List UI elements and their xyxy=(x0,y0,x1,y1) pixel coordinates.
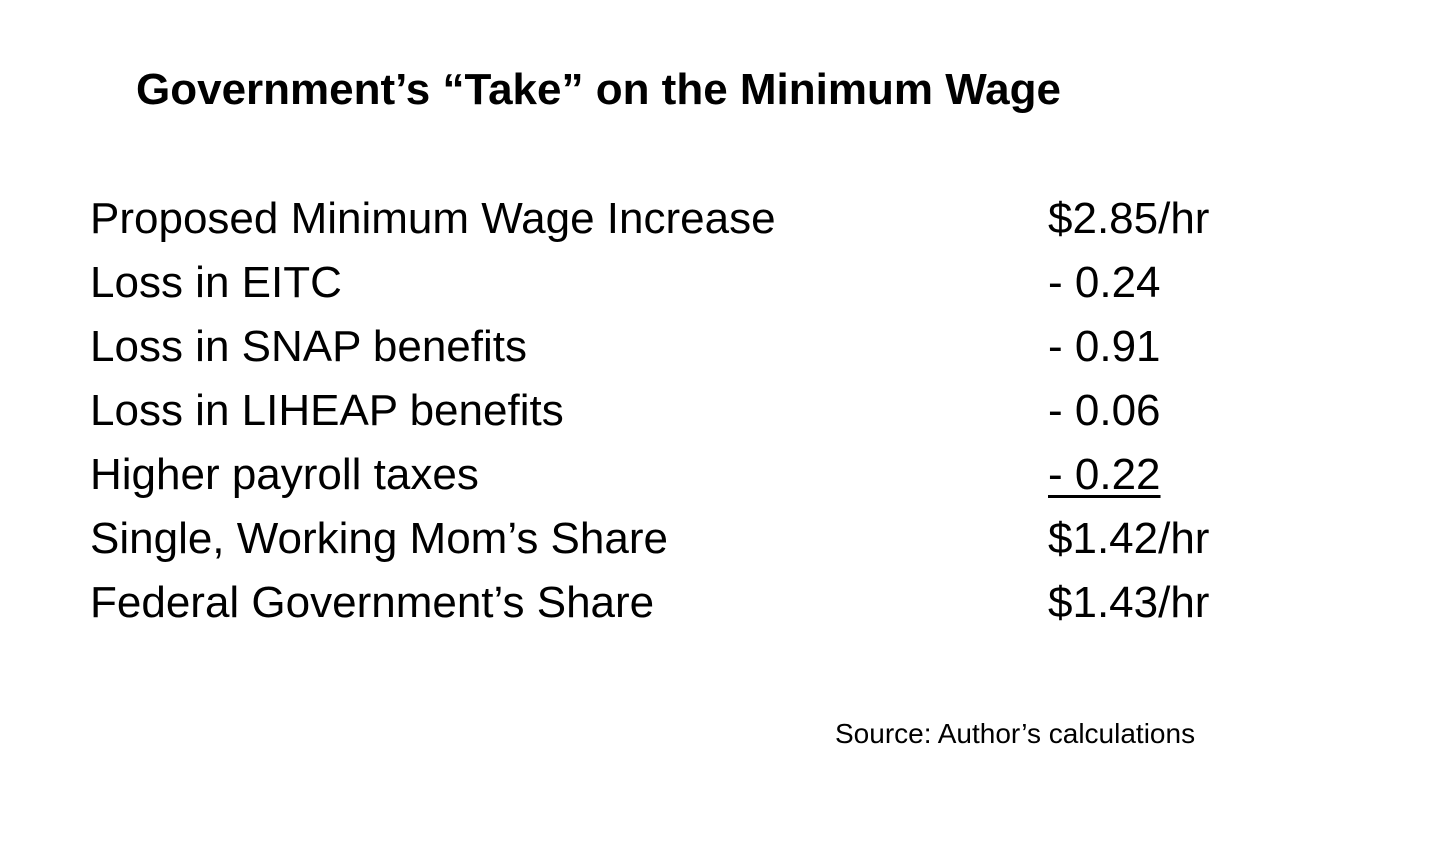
row-value: - 0.06 xyxy=(1048,386,1161,435)
row-label: Higher payroll taxes xyxy=(90,450,479,499)
row-label: Proposed Minimum Wage Increase xyxy=(90,194,776,243)
wage-breakdown-table: Proposed Minimum Wage Increase $2.85/hr … xyxy=(90,190,1290,638)
row-value: - 0.24 xyxy=(1048,258,1161,307)
row-value: $2.85/hr xyxy=(1048,194,1210,243)
row-label: Loss in SNAP benefits xyxy=(90,322,527,371)
row-value: $1.42/hr xyxy=(1048,514,1210,563)
row-label: Loss in EITC xyxy=(90,258,342,307)
row-value: $1.43/hr xyxy=(1048,578,1210,627)
table-row: Single, Working Mom’s Share $1.42/hr xyxy=(90,510,1290,574)
source-note: Source: Author’s calculations xyxy=(835,718,1196,749)
table-row: Federal Government’s Share $1.43/hr xyxy=(90,574,1290,638)
table-row: Higher payroll taxes - 0.22 xyxy=(90,446,1290,510)
row-label: Single, Working Mom’s Share xyxy=(90,514,668,563)
row-label: Federal Government’s Share xyxy=(90,578,655,627)
row-label: Loss in LIHEAP benefits xyxy=(90,386,564,435)
table-row: Loss in LIHEAP benefits - 0.06 xyxy=(90,382,1290,446)
row-value-subtotal: - 0.22 xyxy=(1048,450,1161,499)
table-row: Proposed Minimum Wage Increase $2.85/hr xyxy=(90,190,1290,254)
page-title: Government’s “Take” on the Minimum Wage xyxy=(136,65,1061,114)
table-row: Loss in EITC - 0.24 xyxy=(90,254,1290,318)
row-value: - 0.91 xyxy=(1048,322,1161,371)
table-row: Loss in SNAP benefits - 0.91 xyxy=(90,318,1290,382)
